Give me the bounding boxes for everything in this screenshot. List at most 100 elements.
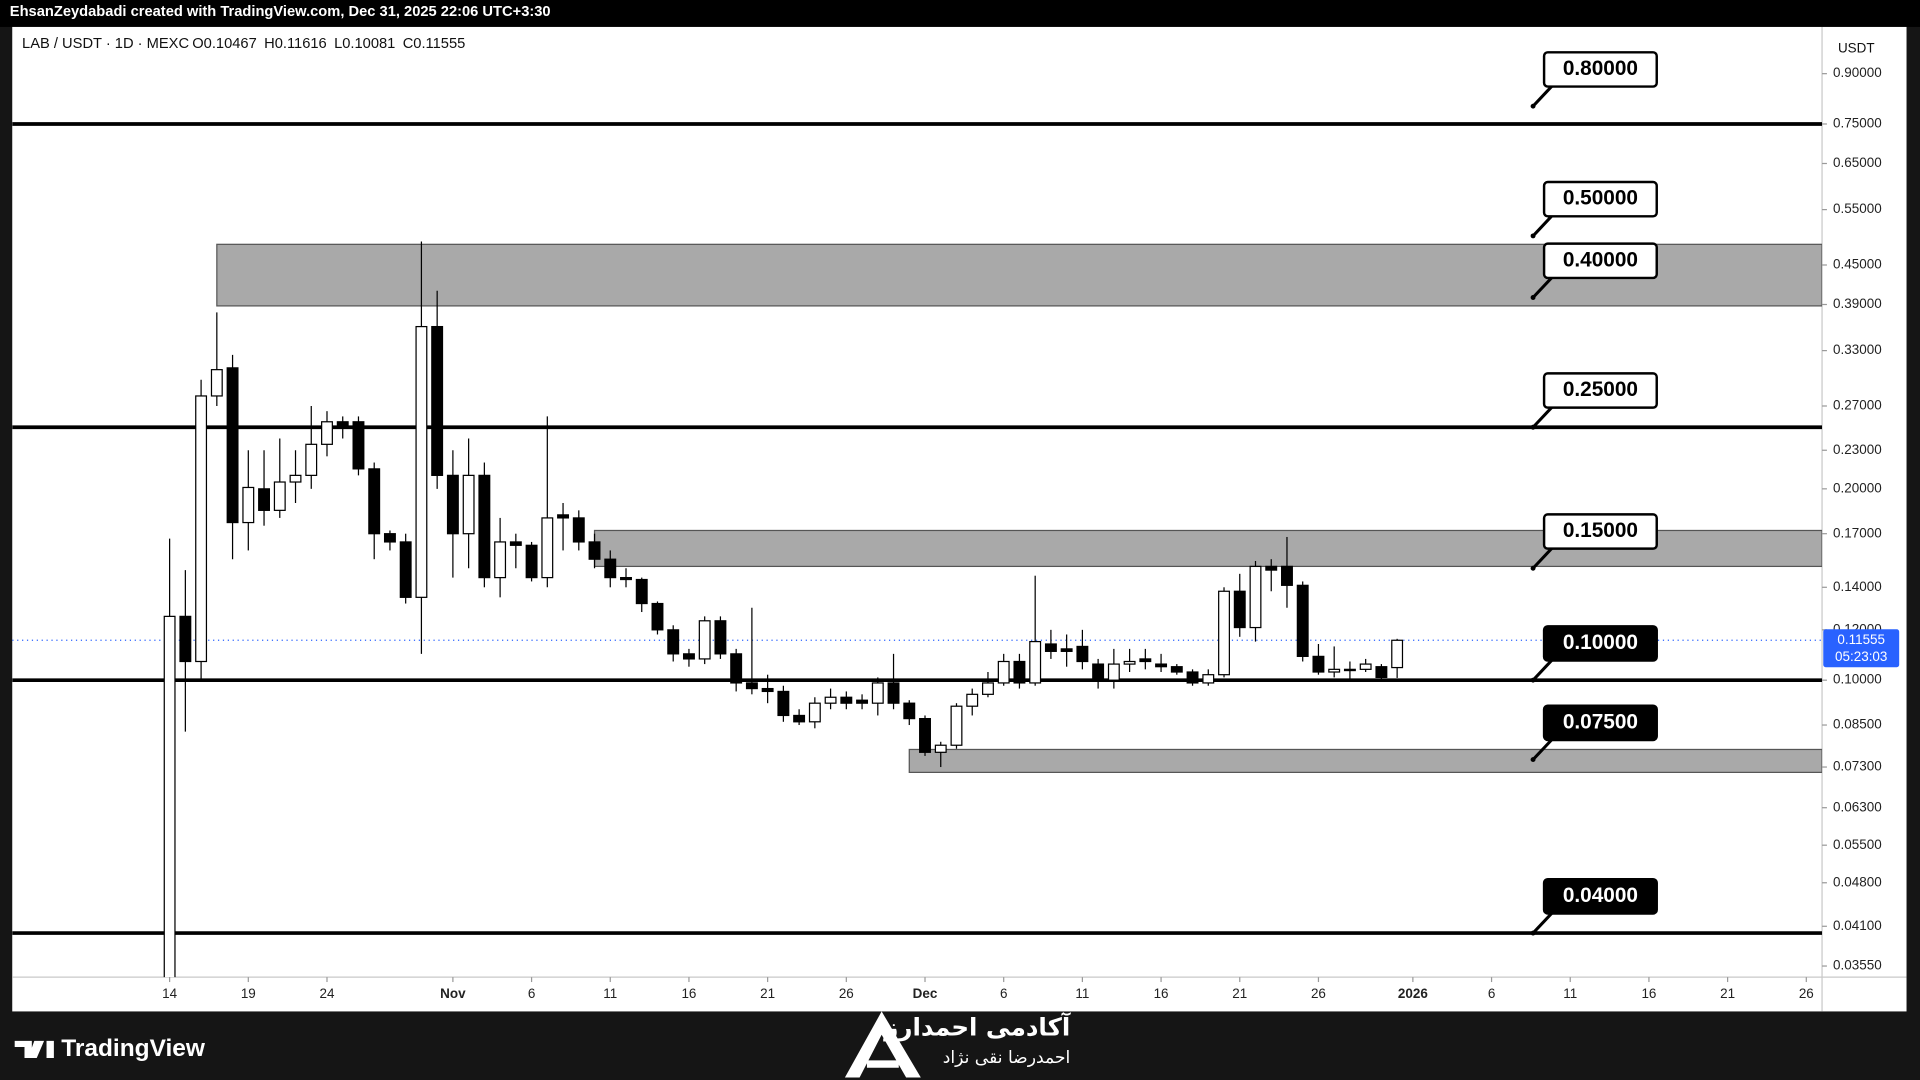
annotation-dot	[1530, 233, 1536, 239]
x-tick-label: 16	[681, 986, 696, 1001]
candle-body	[620, 576, 632, 581]
annotation-pointer	[1531, 546, 1554, 570]
y-tick-label: 0.75000	[1833, 116, 1882, 131]
annotation-dot	[1530, 424, 1536, 430]
candle-body	[840, 696, 853, 704]
ohlc-label: L0.10081	[334, 36, 395, 52]
candle-body	[1170, 666, 1183, 673]
annotation-pointer	[1531, 658, 1554, 682]
candle-body	[1044, 643, 1057, 652]
x-tick-label: 16	[1641, 986, 1656, 1001]
candle-body	[981, 682, 994, 695]
x-tick-label: 6	[528, 986, 535, 1001]
annotation-pointer	[1531, 405, 1554, 429]
candle-body	[950, 705, 963, 746]
y-tick-label: 0.06300	[1833, 799, 1882, 814]
candle-body	[1312, 655, 1325, 673]
candle-body	[163, 615, 176, 978]
candle-body	[871, 682, 884, 704]
candle-body	[1296, 584, 1309, 657]
candle-body	[321, 421, 333, 445]
y-tick-label: 0.04100	[1833, 918, 1882, 933]
y-tick-label: 0.55000	[1833, 201, 1882, 216]
candle-body	[1218, 590, 1230, 676]
y-tick-label: 0.20000	[1833, 480, 1882, 495]
candle-body	[1076, 645, 1089, 663]
candle-body	[777, 690, 790, 717]
annotation-box	[1542, 372, 1658, 409]
annotation-label: 0.10000	[1563, 631, 1638, 654]
candle-body	[1202, 674, 1215, 684]
x-tick-label: 11	[1563, 986, 1577, 1001]
candle-body	[761, 687, 774, 693]
annotation-box	[1542, 513, 1658, 550]
x-tick-label: 21	[1232, 986, 1247, 1001]
annotation-dot	[1530, 103, 1536, 109]
annotation-box	[1542, 877, 1658, 915]
candle-body	[1233, 590, 1246, 629]
annotation-label: 0.80000	[1563, 57, 1638, 80]
candle-body	[1359, 663, 1372, 670]
ohlc-label: H0.11616	[264, 36, 327, 52]
y-tick-label: 0.65000	[1833, 155, 1882, 170]
candle-body	[1029, 640, 1042, 684]
candle-body	[289, 474, 302, 483]
x-tick-label: 11	[603, 986, 617, 1001]
watermark-subtitle: احمدرضا نقی نژاد	[943, 1048, 1070, 1068]
y-tick-label: 0.23000	[1833, 442, 1882, 457]
candle-body	[226, 367, 239, 524]
candle-body	[1139, 658, 1152, 663]
credit: EhsanZeydabadi created with TradingView.…	[10, 4, 551, 20]
candle-body	[1107, 663, 1120, 681]
candle-body	[651, 602, 664, 631]
y-tick-label: 0.17000	[1833, 525, 1882, 540]
annotation-label: 0.25000	[1563, 378, 1638, 401]
x-tick-label: 26	[1799, 986, 1814, 1001]
y-tick-label: 0.07300	[1833, 759, 1882, 774]
candle-body	[808, 702, 821, 723]
candle-body	[604, 558, 617, 579]
candle-body	[635, 578, 648, 605]
annotation-label: 0.50000	[1563, 187, 1638, 210]
candle-body	[179, 615, 192, 663]
candle-body	[399, 541, 412, 598]
candle-body	[557, 514, 570, 519]
y-tick-label: 0.39000	[1833, 296, 1882, 311]
x-tick-label: Nov	[440, 986, 466, 1001]
x-tick-label: 2026	[1398, 986, 1428, 1001]
x-tick-label: 6	[1488, 986, 1495, 1001]
candle-body	[273, 481, 286, 511]
x-tick-label: 26	[839, 986, 854, 1001]
top-bar	[0, 0, 1920, 27]
candle-body	[572, 517, 585, 543]
y-tick-label: 0.05500	[1833, 837, 1882, 852]
candle-body	[966, 693, 979, 707]
annotation-dot	[1530, 930, 1536, 936]
candle-body	[1343, 668, 1356, 672]
candle-body	[1265, 565, 1278, 571]
annotation-label: 0.15000	[1563, 519, 1638, 542]
brand: TradingView	[61, 1035, 206, 1062]
ohlc-label: O0.10467	[192, 36, 257, 52]
candle-body	[1013, 660, 1026, 684]
annotation-label: 0.04000	[1563, 884, 1638, 907]
x-tick-label: 11	[1075, 986, 1089, 1001]
candle-body	[1281, 565, 1293, 586]
candle-body	[383, 533, 396, 543]
candle-body	[667, 629, 680, 655]
candle-body	[887, 682, 900, 704]
candle-body	[1186, 671, 1199, 684]
annotation-dot	[1530, 295, 1536, 300]
x-tick-label: 21	[1720, 986, 1735, 1001]
candle-body	[368, 468, 381, 535]
candle-body	[745, 682, 758, 690]
candle-body	[352, 421, 365, 470]
candle-body	[258, 488, 271, 511]
x-tick-label: Dec	[913, 986, 938, 1001]
overlay: 0.80000 0.50000 0.40000 0.25000 0.15000 0.100…	[1530, 51, 1658, 936]
countdown: 05:23:03	[1835, 649, 1887, 664]
annotation-label: 0.40000	[1563, 248, 1638, 271]
watermark-title: آکادمی احمدارز	[882, 1012, 1071, 1042]
candle-body	[462, 474, 475, 535]
